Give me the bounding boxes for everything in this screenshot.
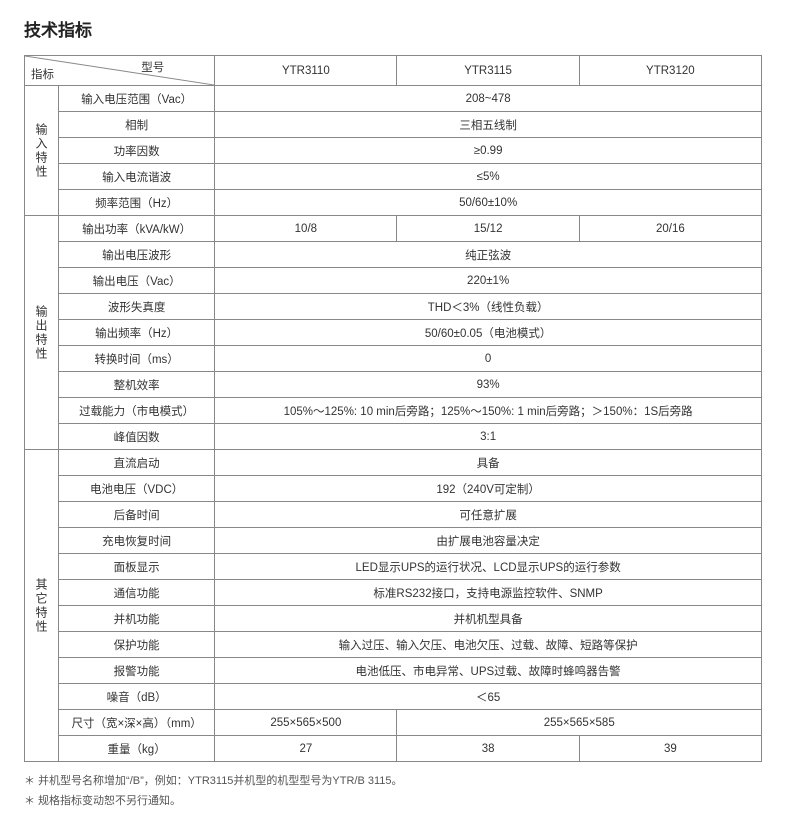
param-label: 通信功能 bbox=[59, 580, 215, 606]
param-label: 输入电流谐波 bbox=[59, 164, 215, 190]
param-value: THD＜3%（线性负载） bbox=[215, 294, 762, 320]
cat-output: 输出特性 bbox=[25, 216, 59, 450]
param-value: 0 bbox=[215, 346, 762, 372]
param-value: 39 bbox=[579, 736, 761, 762]
table-row: 相制 三相五线制 bbox=[25, 112, 762, 138]
cat-input: 输入特性 bbox=[25, 86, 59, 216]
table-row: 过载能力（市电模式） 105%～125%: 10 min后旁路；125%～150… bbox=[25, 398, 762, 424]
param-value: 208~478 bbox=[215, 86, 762, 112]
header-model-label: 型号 bbox=[141, 59, 164, 75]
param-value: 可任意扩展 bbox=[215, 502, 762, 528]
param-label: 重量（kg） bbox=[59, 736, 215, 762]
param-label: 后备时间 bbox=[59, 502, 215, 528]
param-value: 并机机型具备 bbox=[215, 606, 762, 632]
param-label: 相制 bbox=[59, 112, 215, 138]
table-header-row: 指标 型号 YTR3110 YTR3115 YTR3120 bbox=[25, 56, 762, 86]
table-row: 噪音（dB） ＜65 bbox=[25, 684, 762, 710]
table-row: 输出频率（Hz） 50/60±0.05（电池模式） bbox=[25, 320, 762, 346]
param-label: 尺寸（宽×深×高）（mm） bbox=[59, 710, 215, 736]
table-row: 频率范围（Hz） 50/60±10% bbox=[25, 190, 762, 216]
table-row: 输出电压波形 纯正弦波 bbox=[25, 242, 762, 268]
param-label: 面板显示 bbox=[59, 554, 215, 580]
param-value: 105%～125%: 10 min后旁路；125%～150%: 1 min后旁路… bbox=[215, 398, 762, 424]
param-value: ＜65 bbox=[215, 684, 762, 710]
table-row: 输入电流谐波 ≤5% bbox=[25, 164, 762, 190]
table-row: 后备时间 可任意扩展 bbox=[25, 502, 762, 528]
param-label: 噪音（dB） bbox=[59, 684, 215, 710]
param-label: 保护功能 bbox=[59, 632, 215, 658]
param-label: 输出电压（Vac） bbox=[59, 268, 215, 294]
page-title: 技术指标 bbox=[24, 16, 762, 41]
param-value: LED显示UPS的运行状况、LCD显示UPS的运行参数 bbox=[215, 554, 762, 580]
param-value: 3:1 bbox=[215, 424, 762, 450]
param-label: 功率因数 bbox=[59, 138, 215, 164]
param-label: 频率范围（Hz） bbox=[59, 190, 215, 216]
param-value: 三相五线制 bbox=[215, 112, 762, 138]
param-value: 255×565×500 bbox=[215, 710, 397, 736]
param-label: 波形失真度 bbox=[59, 294, 215, 320]
cat-other: 其它特性 bbox=[25, 450, 59, 762]
table-row: 保护功能 输入过压、输入欠压、电池欠压、过载、故障、短路等保护 bbox=[25, 632, 762, 658]
diag-header-cell: 指标 型号 bbox=[25, 56, 215, 86]
table-row: 输出特性 输出功率（kVA/kW） 10/8 15/12 20/16 bbox=[25, 216, 762, 242]
param-value: ≥0.99 bbox=[215, 138, 762, 164]
param-label: 直流启动 bbox=[59, 450, 215, 476]
param-label: 报警功能 bbox=[59, 658, 215, 684]
table-row: 功率因数 ≥0.99 bbox=[25, 138, 762, 164]
param-value: 220±1% bbox=[215, 268, 762, 294]
param-value: 标准RS232接口，支持电源监控软件、SNMP bbox=[215, 580, 762, 606]
param-value: 电池低压、市电异常、UPS过载、故障时蜂鸣器告警 bbox=[215, 658, 762, 684]
param-value: 93% bbox=[215, 372, 762, 398]
param-label: 输出频率（Hz） bbox=[59, 320, 215, 346]
table-row: 整机效率 93% bbox=[25, 372, 762, 398]
table-row: 峰值因数 3:1 bbox=[25, 424, 762, 450]
param-value: 27 bbox=[215, 736, 397, 762]
table-row: 转换时间（ms） 0 bbox=[25, 346, 762, 372]
table-row: 电池电压（VDC） 192（240V可定制） bbox=[25, 476, 762, 502]
table-row: 充电恢复时间 由扩展电池容量决定 bbox=[25, 528, 762, 554]
param-label: 并机功能 bbox=[59, 606, 215, 632]
param-value: 50/60±10% bbox=[215, 190, 762, 216]
table-row: 尺寸（宽×深×高）（mm） 255×565×500 255×565×585 bbox=[25, 710, 762, 736]
table-row: 报警功能 电池低压、市电异常、UPS过载、故障时蜂鸣器告警 bbox=[25, 658, 762, 684]
param-value: 10/8 bbox=[215, 216, 397, 242]
model-col-1: YTR3115 bbox=[397, 56, 579, 86]
table-row: 输入特性 输入电压范围（Vac） 208~478 bbox=[25, 86, 762, 112]
param-label: 输入电压范围（Vac） bbox=[59, 86, 215, 112]
param-value: 具备 bbox=[215, 450, 762, 476]
table-row: 波形失真度 THD＜3%（线性负载） bbox=[25, 294, 762, 320]
param-value: 20/16 bbox=[579, 216, 761, 242]
param-value: 纯正弦波 bbox=[215, 242, 762, 268]
param-label: 转换时间（ms） bbox=[59, 346, 215, 372]
footnotes: ＊ 并机型号名称增加“/B”，例如：YTR3115并机型的机型型号为YTR/B … bbox=[24, 772, 762, 812]
param-label: 过载能力（市电模式） bbox=[59, 398, 215, 424]
param-label: 峰值因数 bbox=[59, 424, 215, 450]
param-label: 充电恢复时间 bbox=[59, 528, 215, 554]
table-row: 输出电压（Vac） 220±1% bbox=[25, 268, 762, 294]
table-row: 面板显示 LED显示UPS的运行状况、LCD显示UPS的运行参数 bbox=[25, 554, 762, 580]
param-value: 输入过压、输入欠压、电池欠压、过载、故障、短路等保护 bbox=[215, 632, 762, 658]
header-param-label: 指标 bbox=[31, 66, 54, 82]
model-col-2: YTR3120 bbox=[579, 56, 761, 86]
table-row: 其它特性 直流启动 具备 bbox=[25, 450, 762, 476]
table-row: 并机功能 并机机型具备 bbox=[25, 606, 762, 632]
footnote-2: ＊ 规格指标变动恕不另行通知。 bbox=[24, 792, 762, 812]
param-value: 15/12 bbox=[397, 216, 579, 242]
param-value: 由扩展电池容量决定 bbox=[215, 528, 762, 554]
param-value: 38 bbox=[397, 736, 579, 762]
param-label: 整机效率 bbox=[59, 372, 215, 398]
model-col-0: YTR3110 bbox=[215, 56, 397, 86]
table-row: 重量（kg） 27 38 39 bbox=[25, 736, 762, 762]
param-value: 192（240V可定制） bbox=[215, 476, 762, 502]
param-value: ≤5% bbox=[215, 164, 762, 190]
param-label: 输出电压波形 bbox=[59, 242, 215, 268]
spec-table: 指标 型号 YTR3110 YTR3115 YTR3120 输入特性 输入电压范… bbox=[24, 55, 762, 762]
param-label: 输出功率（kVA/kW） bbox=[59, 216, 215, 242]
param-label: 电池电压（VDC） bbox=[59, 476, 215, 502]
param-value: 50/60±0.05（电池模式） bbox=[215, 320, 762, 346]
param-value: 255×565×585 bbox=[397, 710, 762, 736]
footnote-1: ＊ 并机型号名称增加“/B”，例如：YTR3115并机型的机型型号为YTR/B … bbox=[24, 772, 762, 792]
table-row: 通信功能 标准RS232接口，支持电源监控软件、SNMP bbox=[25, 580, 762, 606]
